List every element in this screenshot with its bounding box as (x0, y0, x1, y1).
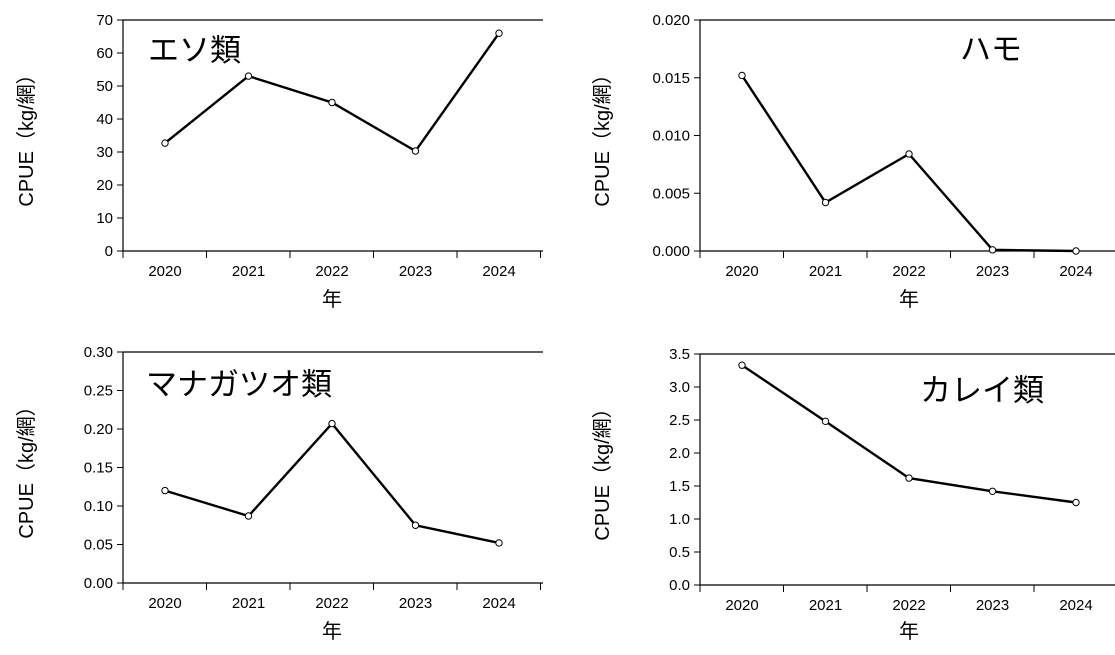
series-line (740, 74, 1077, 253)
y-tick-label: 0.005 (652, 185, 690, 202)
data-point (244, 512, 253, 520)
x-tick-label: 2023 (976, 263, 1009, 280)
x-tick-label: 2020 (148, 263, 181, 280)
y-axis-title: CPUE（kg/網） (591, 398, 614, 540)
y-axis-title: CPUE（kg/網） (591, 64, 614, 206)
y-tick-label: 30 (96, 144, 113, 161)
panel-title: カレイ類 (920, 373, 1044, 408)
series-line (164, 421, 500, 545)
x-tick-label: 2024 (1059, 263, 1092, 280)
x-tick-label: 2020 (725, 597, 758, 614)
x-tick-label: 2024 (482, 263, 515, 280)
x-axis-title: 年 (899, 288, 919, 311)
y-tick-label: 50 (96, 78, 113, 95)
y-tick-label: 70 (96, 12, 113, 29)
y-tick-label: 0.000 (652, 243, 690, 260)
x-tick-label: 2023 (399, 595, 432, 612)
y-tick-label: 0.30 (84, 344, 113, 361)
y-tick-label: 0.15 (84, 460, 113, 477)
panel-title: ハモ (960, 32, 1022, 67)
x-tick-label: 2022 (892, 597, 925, 614)
chart-panel-4: 0.0 0.5 1.0 1.5 2.0 2.5 3.0 3.5 2020 2021 2022 2023… (591, 346, 1115, 643)
x-tick-label: 2022 (892, 263, 925, 280)
data-point (1072, 498, 1080, 507)
x-tick-label: 2021 (809, 263, 842, 280)
x-tick-label: 2023 (976, 597, 1009, 614)
data-point (161, 139, 169, 147)
x-tick-label: 2021 (232, 263, 265, 280)
x-tick-label: 2021 (232, 595, 265, 612)
chart-panel-2: 0.000 0.005 0.010 0.015 0.020 2020 2021 2022 202… (591, 12, 1115, 311)
y-tick-label: 40 (96, 111, 113, 128)
y-tick-label: 0.00 (84, 575, 113, 592)
x-axis-title: 年 (899, 620, 919, 643)
panel-title: マナガツオ類 (146, 367, 332, 402)
y-tick-label: 0.0 (669, 577, 690, 594)
x-tick-label: 2021 (809, 597, 842, 614)
x-tick-label: 2023 (399, 263, 432, 280)
y-tick-label: 0.5 (669, 544, 690, 561)
y-tick-label: 0.020 (652, 12, 690, 29)
chart-panel-1: 0 10 20 30 40 50 60 70 2020 2021 2022 2023 2024 エソ類 CP… (15, 12, 543, 311)
x-tick-label: 2020 (148, 595, 181, 612)
x-tick-label: 2022 (315, 263, 348, 280)
y-axis-title: CPUE（kg/網） (15, 64, 38, 206)
x-tick-label: 2022 (315, 595, 348, 612)
y-tick-label: 0.015 (652, 70, 690, 87)
data-point (1072, 247, 1080, 255)
x-tick-label: 2024 (1059, 597, 1092, 614)
y-tick-label: 0.20 (84, 421, 113, 438)
data-point (988, 487, 997, 495)
x-axis-title: 年 (322, 288, 342, 311)
x-tick-label: 2020 (725, 263, 758, 280)
data-point (244, 72, 253, 80)
data-point (905, 150, 913, 158)
y-tick-label: 0.25 (84, 383, 113, 400)
data-point (161, 486, 169, 495)
data-point (988, 246, 997, 254)
data-point (411, 521, 420, 529)
y-tick-label: 2.5 (669, 412, 690, 429)
x-axis-title: 年 (322, 620, 342, 643)
y-tick-label: 2.0 (669, 445, 690, 462)
y-tick-label: 0.10 (84, 498, 113, 515)
y-tick-label: 60 (96, 45, 113, 62)
data-point (738, 71, 746, 80)
data-point (821, 417, 830, 426)
y-tick-label: 3.0 (669, 379, 690, 396)
data-point (738, 361, 746, 369)
y-tick-label: 10 (96, 210, 113, 227)
y-tick-label: 1.5 (669, 478, 690, 495)
y-tick-label: 3.5 (669, 346, 690, 363)
chart-panel-3: 0.00 0.05 0.10 0.15 0.20 0.25 0.30 2020 2021 2022… (15, 344, 543, 643)
data-point (411, 147, 420, 155)
y-axis-title: CPUE（kg/網） (15, 396, 38, 538)
data-point (328, 419, 336, 428)
y-tick-label: 0.010 (652, 128, 690, 145)
data-point (328, 98, 336, 107)
data-point (495, 29, 503, 37)
data-point (495, 539, 503, 547)
y-tick-label: 0 (105, 243, 113, 260)
y-tick-label: 0.05 (84, 537, 113, 554)
y-tick-label: 1.0 (669, 511, 690, 528)
data-point (905, 474, 913, 482)
panel-title: エソ類 (148, 33, 241, 68)
x-tick-label: 2024 (482, 595, 515, 612)
data-point (821, 198, 830, 207)
y-tick-label: 20 (96, 177, 113, 194)
